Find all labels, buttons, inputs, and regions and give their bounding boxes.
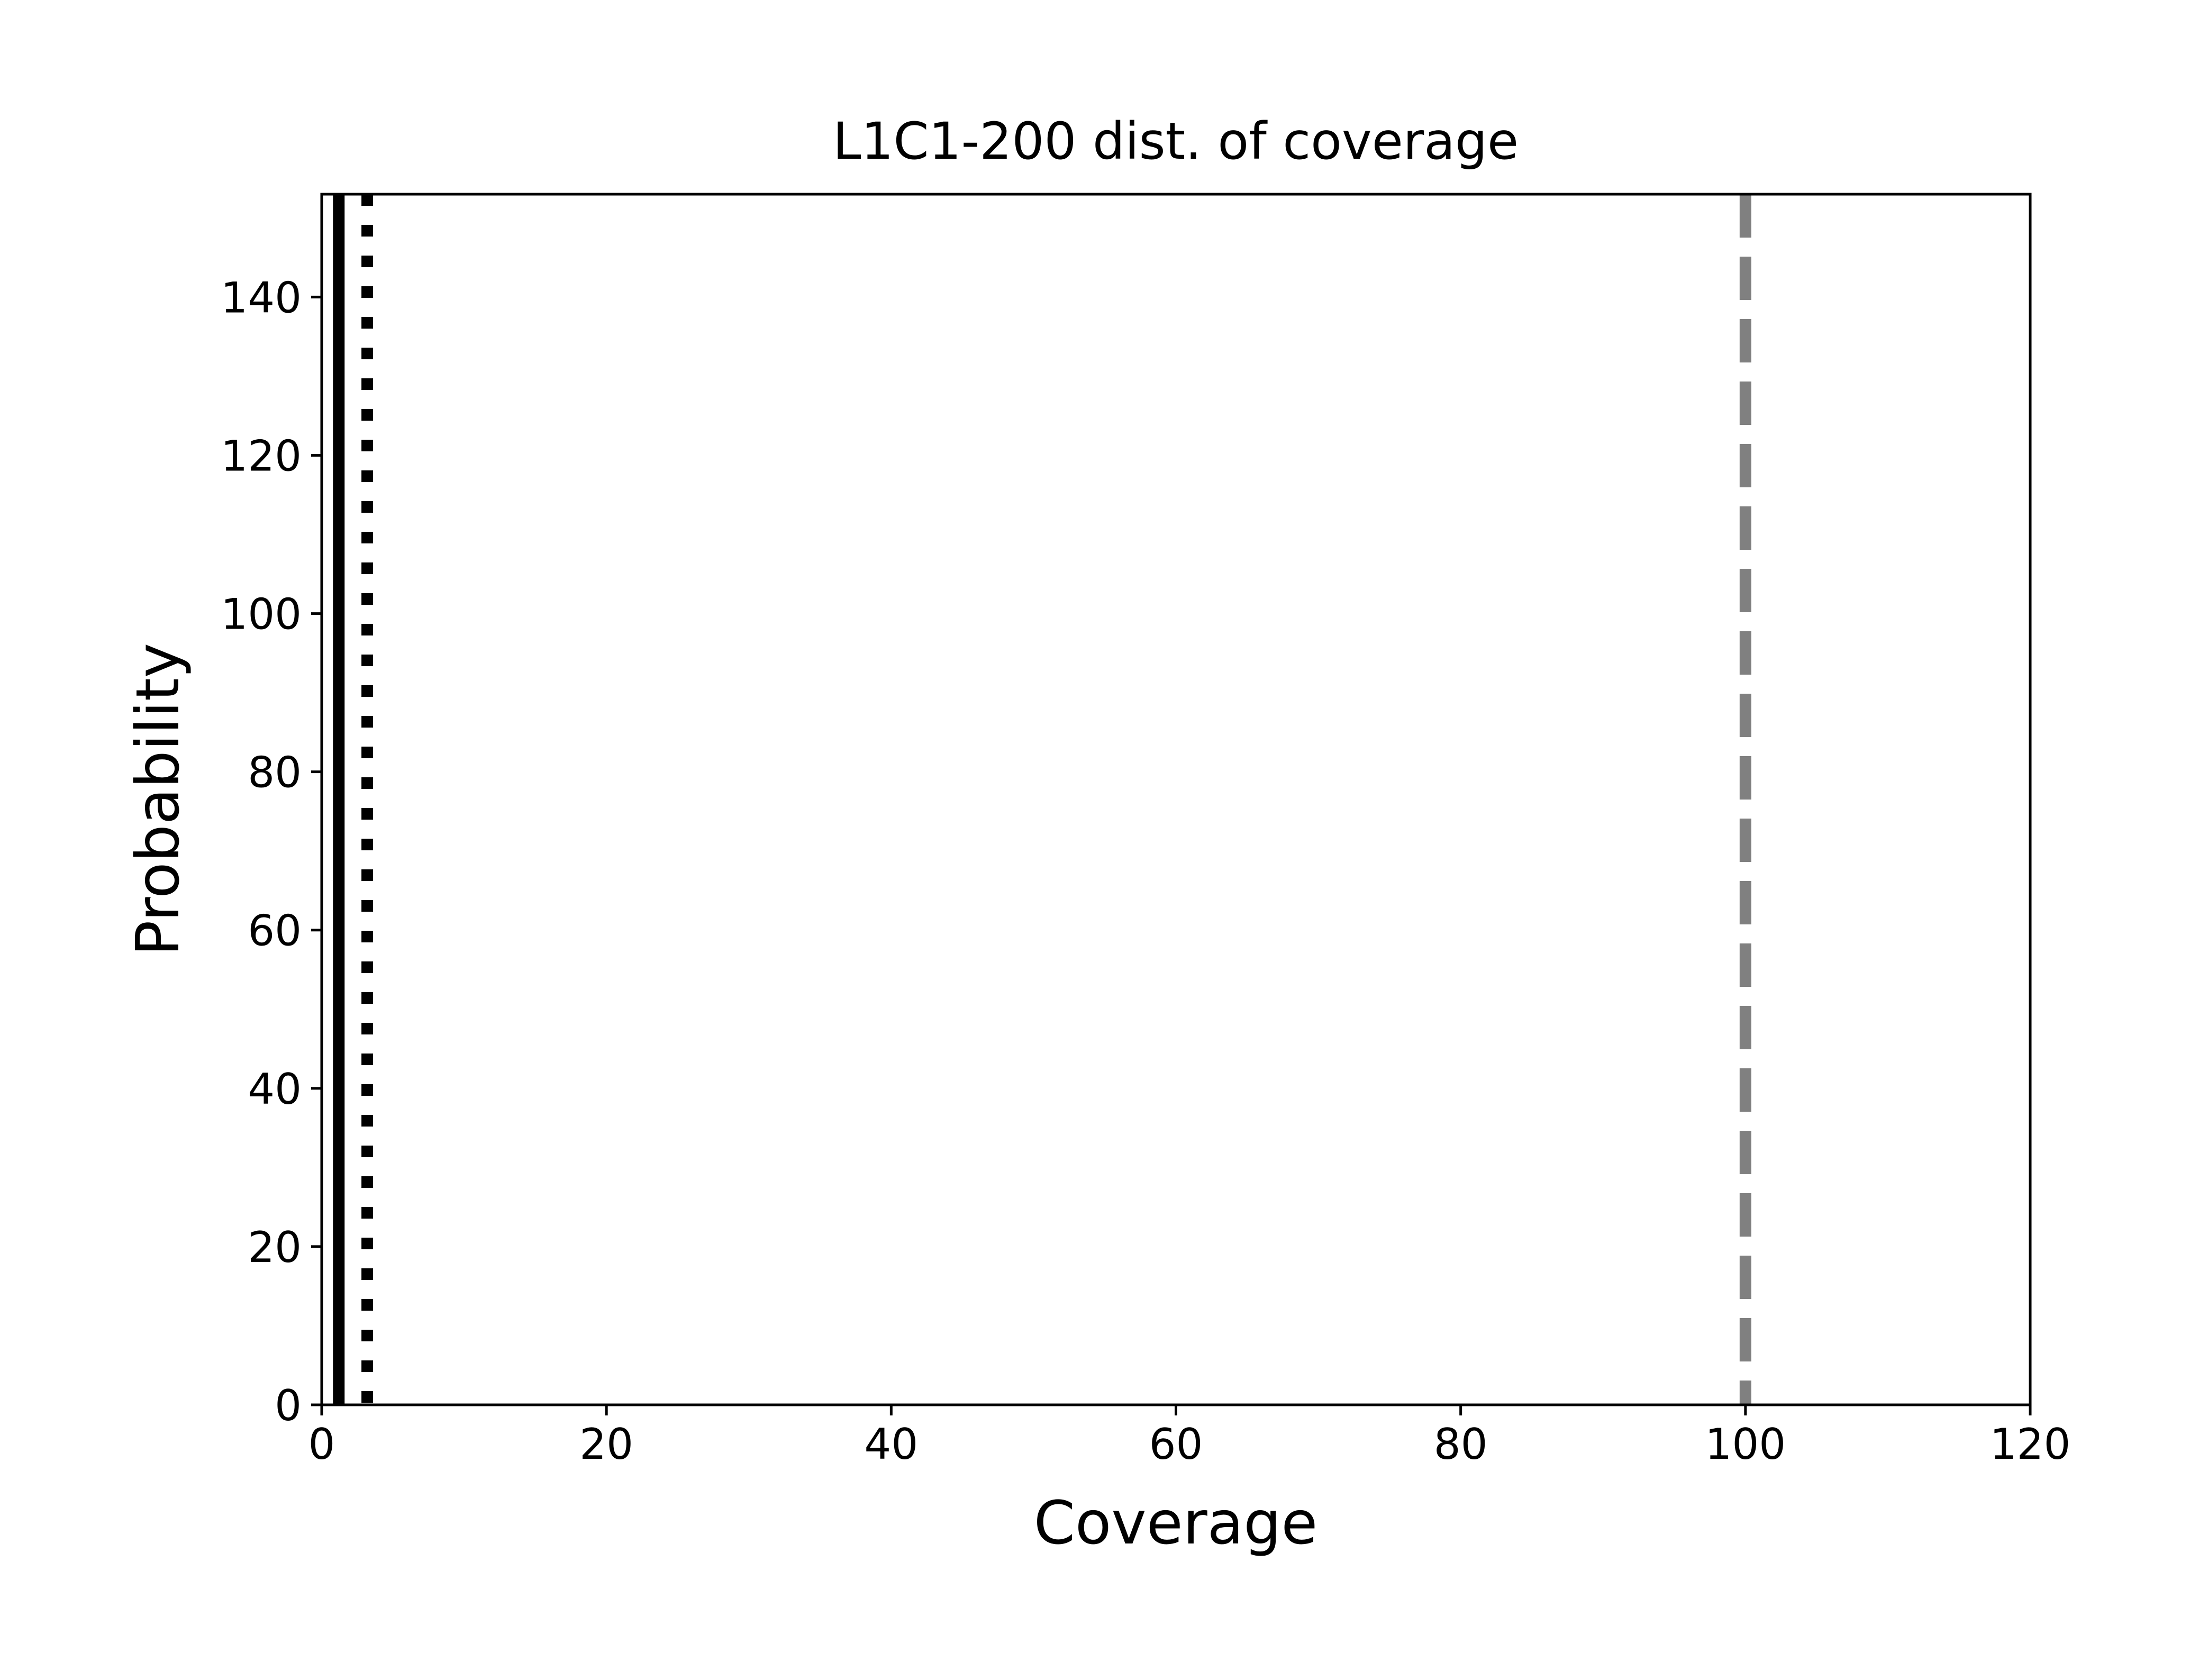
x-tick-label: 100 — [1705, 1420, 1786, 1469]
y-tick-layer: 0 20 40 60 80 100 120 140 — [221, 273, 322, 1430]
y-tick-label: 140 — [221, 273, 302, 322]
x-tick-label: 60 — [1149, 1420, 1203, 1469]
x-tick-layer: 0 20 40 60 80 100 120 — [308, 1405, 2071, 1469]
vline-layer — [333, 194, 1751, 1405]
x-tick-label: 40 — [864, 1420, 918, 1469]
x-tick-label: 80 — [1434, 1420, 1488, 1469]
x-tick-label: 20 — [579, 1420, 633, 1469]
y-tick-label: 0 — [275, 1381, 302, 1430]
y-tick-label: 40 — [248, 1065, 302, 1114]
chart-title: L1C1-200 dist. of coverage — [833, 112, 1519, 171]
x-axis-label: Coverage — [1034, 1489, 1318, 1558]
plot-frame — [320, 193, 2032, 1406]
y-tick-label: 120 — [221, 431, 302, 480]
x-tick-label: 120 — [1990, 1420, 2071, 1469]
plot-area — [322, 194, 2030, 1405]
y-tick-label: 60 — [248, 906, 302, 956]
y-tick-label: 80 — [248, 748, 302, 797]
y-tick-label: 20 — [248, 1223, 302, 1272]
x-tick-label: 0 — [308, 1420, 335, 1469]
y-axis-label: Probability — [124, 643, 193, 956]
y-tick-label: 100 — [221, 590, 302, 639]
